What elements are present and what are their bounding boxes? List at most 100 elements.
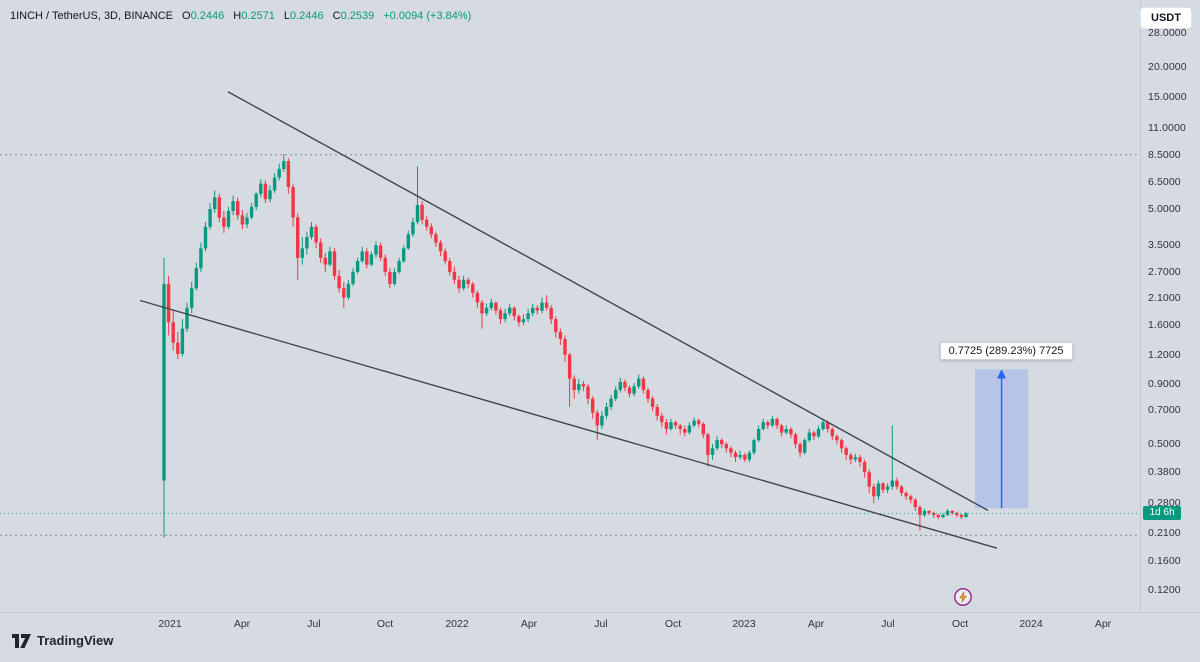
candle-body	[503, 313, 507, 320]
price-tick-label: 0.2100	[1148, 527, 1181, 539]
candle-body	[862, 462, 867, 473]
tradingview-logo-icon	[12, 633, 31, 648]
candle-body	[452, 271, 457, 280]
candle-body	[236, 201, 240, 216]
candle-body	[508, 307, 512, 314]
candle-body	[692, 420, 696, 426]
price-tick-label: 1.6000	[1148, 319, 1181, 331]
price-tick-label: 15.0000	[1148, 91, 1187, 103]
candle-body	[858, 457, 862, 462]
candle-body	[245, 217, 249, 225]
candle-body	[305, 237, 309, 249]
candle-body	[821, 422, 825, 429]
candle-body	[342, 288, 346, 298]
time-tick-label: Apr	[233, 618, 251, 630]
time-tick-label: Jul	[594, 618, 608, 630]
candle-body	[494, 302, 498, 311]
candle-body	[254, 193, 258, 207]
candle-body	[383, 257, 387, 272]
candle-body	[425, 219, 429, 227]
price-change: +0.0094 (+3.84%)	[383, 10, 472, 22]
candle-body	[471, 283, 475, 293]
flash-icon[interactable]	[953, 587, 973, 607]
candle-body	[697, 420, 701, 424]
candle-body	[756, 429, 761, 441]
currency-unit-button[interactable]: USDT	[1140, 7, 1192, 29]
candle-body	[627, 387, 632, 394]
price-tick-label: 11.0000	[1148, 122, 1186, 134]
candle-body	[323, 257, 327, 265]
candle-body	[853, 457, 858, 460]
candle-body	[664, 422, 669, 429]
candle-body	[457, 279, 461, 289]
time-tick-label: 2023	[732, 618, 756, 630]
candle-body	[899, 486, 904, 493]
upper-trendline[interactable]	[227, 91, 989, 512]
ohlc-high: H0.2571	[233, 10, 275, 22]
candle-body	[185, 307, 189, 329]
candle-body	[415, 205, 420, 223]
candle-body	[738, 454, 742, 458]
price-tick-label: 5.0000	[1148, 203, 1181, 215]
candle-body	[554, 319, 558, 332]
time-tick-label: Apr	[520, 618, 538, 630]
candle-body	[945, 510, 950, 515]
candle-body	[194, 268, 198, 289]
candle-body	[913, 499, 917, 508]
candle-body	[388, 271, 392, 284]
candle-body	[936, 514, 940, 517]
candle-body	[927, 510, 931, 513]
time-axis[interactable]: 2021 Apr Jul Oct 2022 Apr Jul Oct 2023 Apr Jul Oct 2…	[0, 612, 1200, 640]
candle-body	[669, 422, 673, 429]
price-axis[interactable]: 28.0000 20.0000 15.0000 11.0000 8.5000 6.5000…	[1140, 0, 1200, 612]
candle-body	[259, 183, 263, 194]
candle-body	[498, 310, 503, 320]
price-tick-label: 2.1000	[1148, 292, 1181, 304]
candle-body	[660, 415, 664, 423]
candle-body	[517, 316, 521, 323]
candle-body	[360, 251, 364, 262]
candle-body	[365, 251, 369, 265]
candle-body	[512, 307, 516, 317]
price-range-arrow-head	[997, 369, 1007, 379]
candle-body	[586, 386, 590, 399]
candle-body	[807, 432, 811, 441]
candle-body	[443, 251, 447, 262]
candle-body	[687, 425, 692, 433]
candle-body	[770, 418, 775, 426]
candle-body	[932, 512, 936, 515]
candle-body	[263, 183, 268, 200]
candle-body	[577, 384, 581, 390]
candle-body	[729, 448, 733, 453]
candle-body	[484, 307, 489, 314]
candle-body	[844, 448, 848, 455]
measure-label[interactable]: 0.7725 (289.23%) 7725	[939, 342, 1073, 361]
candle-body	[249, 206, 254, 218]
candle-body	[438, 242, 443, 252]
candle-body	[406, 234, 410, 249]
candle-body	[885, 486, 890, 490]
candle-body	[535, 307, 539, 311]
price-range-drawing[interactable]	[975, 369, 1029, 509]
candle-body	[268, 190, 272, 200]
ohlc-close: C0.2539	[332, 10, 375, 22]
lower-trendline[interactable]	[139, 299, 998, 549]
time-tick-label: 2024	[1019, 618, 1043, 630]
symbol-title[interactable]: 1INCH / TetherUS, 3D, BINANCE	[10, 10, 174, 22]
candle-body	[549, 307, 553, 320]
tradingview-logo[interactable]: TradingView	[12, 633, 113, 648]
candle-body	[641, 378, 646, 390]
candle-body	[544, 302, 549, 308]
symbol-legend: 1INCH / TetherUS, 3D, BINANCE O0.2446 H0…	[10, 10, 471, 22]
candles-layer	[162, 154, 968, 538]
countdown-badge[interactable]: 1d 6h	[1143, 506, 1181, 520]
candle-body	[623, 381, 627, 388]
candle-body	[180, 328, 185, 354]
candle-body	[166, 283, 171, 323]
candle-body	[839, 440, 844, 449]
candle-body	[720, 440, 724, 445]
price-tick-label: 1.2000	[1148, 349, 1181, 361]
price-tick-label: 6.5000	[1148, 176, 1181, 188]
candle-body	[784, 429, 788, 433]
